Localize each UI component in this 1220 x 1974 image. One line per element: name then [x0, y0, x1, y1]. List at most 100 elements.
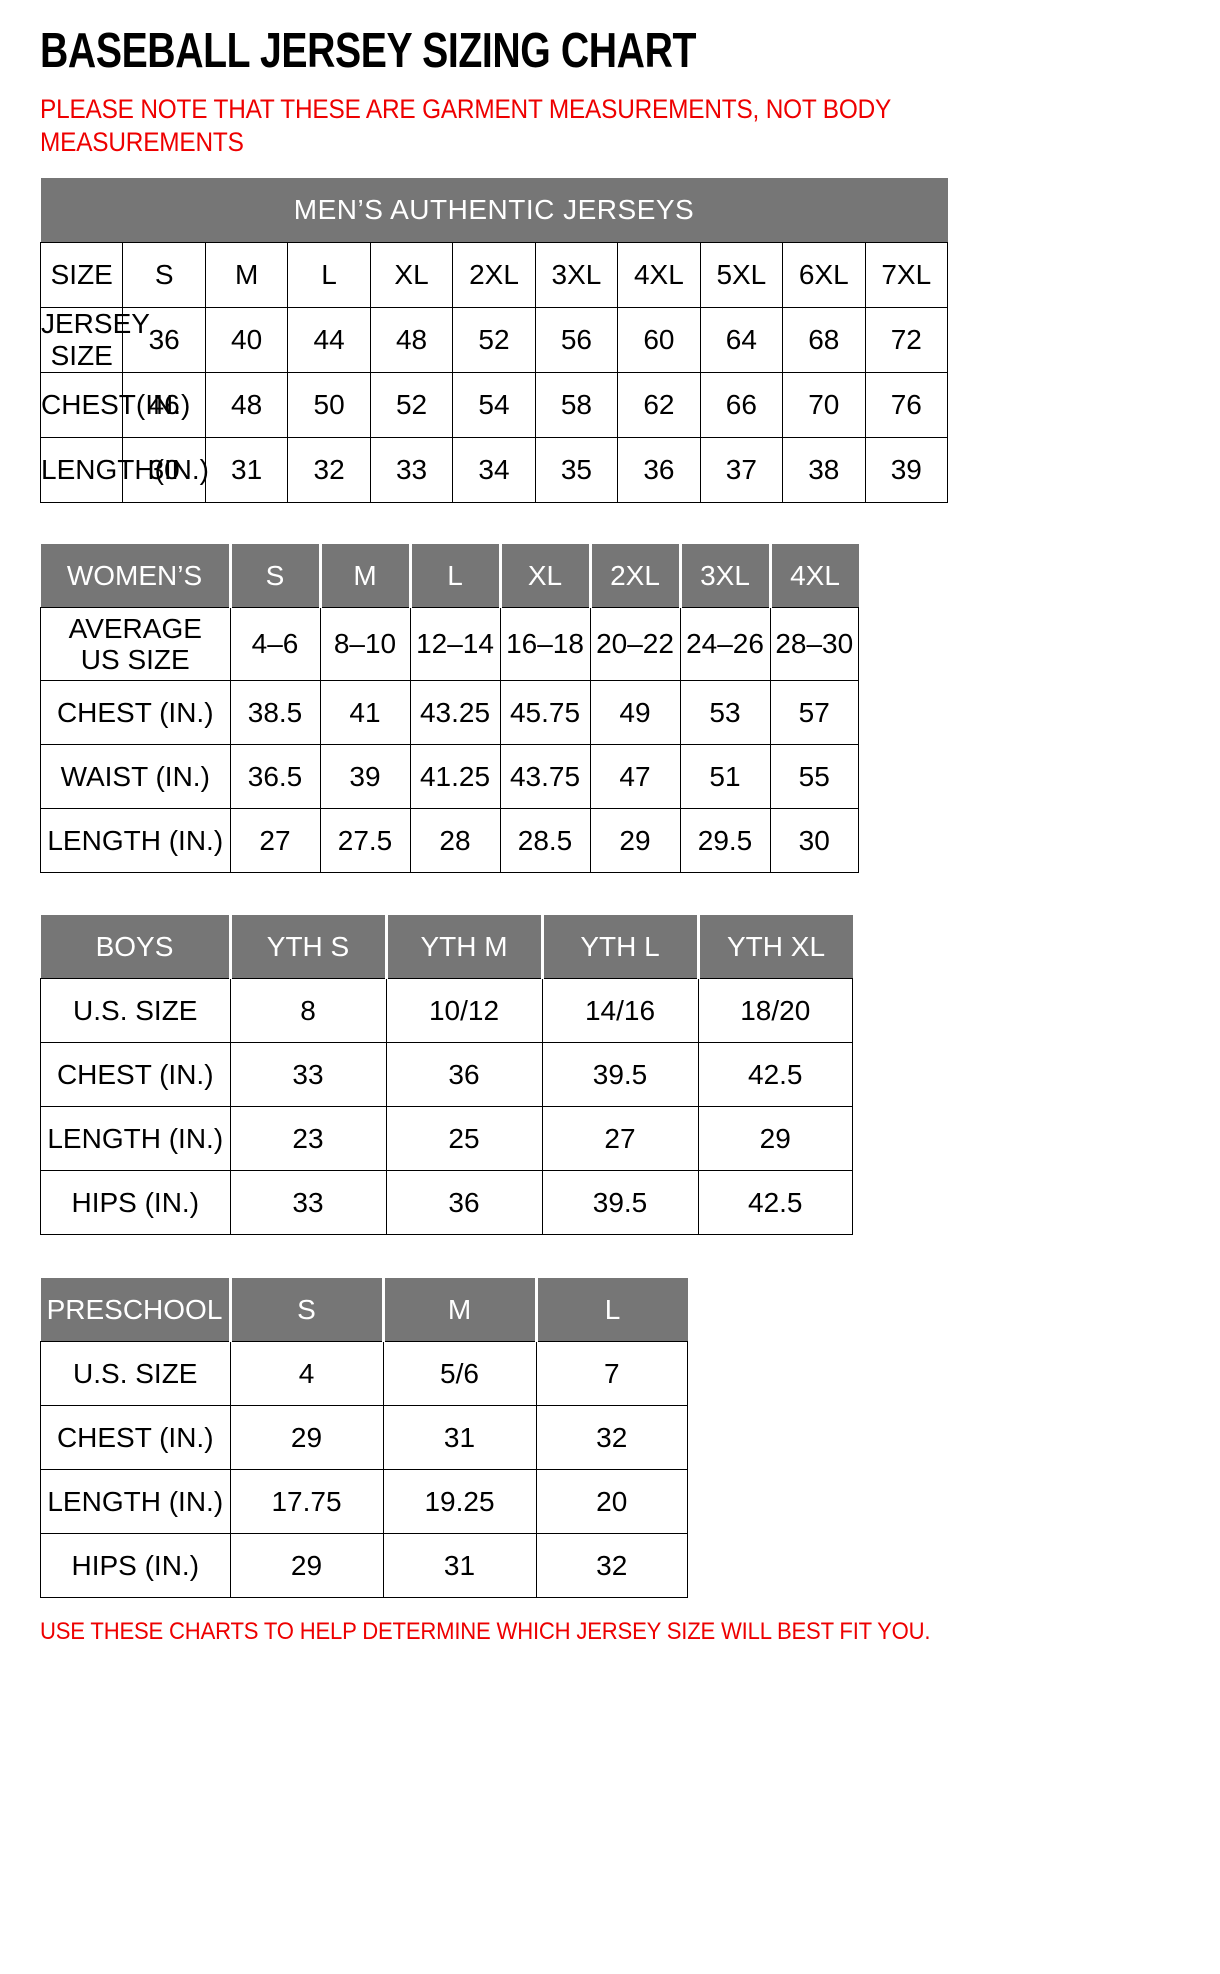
column-header-6xl: 6XL — [782, 242, 866, 309]
boys-sizing-table: BOYS YTH S YTH M YTH L YTH XL U.S. SIZE … — [40, 915, 853, 1236]
table-header-row: PRESCHOOL S M L — [40, 1278, 688, 1342]
table-cell: 31 — [382, 1533, 537, 1599]
table-cell: 33 — [229, 1170, 387, 1236]
table-cell: 46 — [122, 372, 206, 439]
column-header-yth-s: YTH S — [228, 915, 388, 979]
table-row: HIPS (IN.) 33 36 39.5 42.5 — [40, 1170, 853, 1236]
table-cell: 51 — [679, 744, 771, 810]
column-header-yth-xl: YTH XL — [696, 915, 853, 979]
table-cell: 32 — [535, 1533, 688, 1599]
table-cell: 39 — [864, 437, 949, 504]
column-header-4xl: 4XL — [768, 544, 859, 608]
column-header-3xl: 3XL — [678, 544, 772, 608]
table-row: U.S. SIZE 4 5/6 7 — [40, 1341, 688, 1407]
table-cell: 35 — [534, 437, 619, 504]
table-cell: 14/16 — [541, 978, 699, 1044]
row-label: HIPS (IN.) — [40, 1170, 231, 1236]
column-header-yth-m: YTH M — [384, 915, 544, 979]
table-cell: 48 — [369, 307, 454, 374]
table-cell: 20 — [535, 1469, 688, 1535]
table-cell: 60 — [617, 307, 701, 374]
row-label: JERSEY SIZE — [39, 307, 150, 374]
table-cell: 36 — [385, 1042, 543, 1108]
table-cell: 32 — [535, 1405, 688, 1471]
row-label: CHEST(IN.) — [39, 372, 190, 439]
table-header-row: SIZE S M L XL 2XL 3XL 4XL 5XL 6XL 7XL — [39, 242, 949, 309]
table-cell: 62 — [617, 372, 701, 439]
table-header-row: BOYS YTH S YTH M YTH L YTH XL — [40, 915, 853, 979]
row-label: AVERAGE US SIZE — [40, 607, 231, 682]
table-cell: 29 — [229, 1533, 384, 1599]
column-header-s: S — [228, 544, 322, 608]
table-cell: 39.5 — [541, 1042, 699, 1108]
table-cell: 36 — [617, 437, 701, 504]
column-header-l: L — [408, 544, 502, 608]
column-header-size: SIZE — [39, 242, 124, 309]
table-row: WAIST (IN.) 36.5 39 41.25 43.75 47 51 55 — [40, 744, 859, 810]
table-cell: 31 — [382, 1405, 537, 1471]
table-cell: 38 — [782, 437, 866, 504]
footer-note: USE THESE CHARTS TO HELP DETERMINE WHICH… — [40, 1618, 931, 1646]
table-cell: 5/6 — [382, 1341, 537, 1407]
column-header-m: M — [318, 544, 412, 608]
table-cell: 54 — [452, 372, 536, 439]
table-cell: 76 — [864, 372, 949, 439]
mens-sizing-table: MEN’S AUTHENTIC JERSEYS SIZE S M L XL 2X… — [39, 178, 949, 504]
table-cell: 43.25 — [409, 680, 501, 746]
table-cell: 29 — [697, 1106, 853, 1172]
garment-measurement-note: PLEASE NOTE THAT THESE ARE GARMENT MEASU… — [40, 93, 891, 158]
table-row: LENGTH (IN.) 27 27.5 28 28.5 29 29.5 30 — [40, 808, 859, 874]
table-row: CHEST (IN.) 38.5 41 43.25 45.75 49 53 57 — [40, 680, 859, 746]
row-label: CHEST (IN.) — [40, 680, 231, 746]
column-header-s: S — [122, 242, 206, 309]
table-row: LENGTH (IN.) 17.75 19.25 20 — [40, 1469, 688, 1535]
table-row: AVERAGE US SIZE 4–6 8–10 12–14 16–18 20–… — [40, 607, 859, 682]
table-cell: 16–18 — [499, 607, 591, 682]
column-header-m: M — [381, 1278, 538, 1342]
column-header-yth-l: YTH L — [540, 915, 700, 979]
column-header-s: S — [228, 1278, 385, 1342]
table-cell: 36.5 — [229, 744, 321, 810]
table-cell: 72 — [864, 307, 949, 374]
table-cell: 56 — [534, 307, 619, 374]
column-header-4xl: 4XL — [617, 242, 701, 309]
table-cell: 29 — [589, 808, 681, 874]
table-cell: 55 — [769, 744, 859, 810]
row-label: LENGTH (IN.) — [40, 808, 231, 874]
table-cell: 45.75 — [499, 680, 591, 746]
table-cell: 52 — [369, 372, 454, 439]
table-cell: 27.5 — [319, 808, 411, 874]
row-label: CHEST (IN.) — [40, 1042, 231, 1108]
table-cell: 28.5 — [499, 808, 591, 874]
column-header-m: M — [204, 242, 289, 309]
table-banner-row: MEN’S AUTHENTIC JERSEYS — [40, 178, 948, 243]
table-cell: 47 — [589, 744, 681, 810]
table-cell: 33 — [369, 437, 454, 504]
table-cell: 44 — [287, 307, 371, 374]
table-cell: 28 — [409, 808, 501, 874]
table-cell: 27 — [541, 1106, 699, 1172]
table-cell: 12–14 — [409, 607, 501, 682]
table-header-row: WOMEN’S S M L XL 2XL 3XL 4XL — [40, 544, 859, 608]
column-header-2xl: 2XL — [588, 544, 682, 608]
table-row: LENGTH(IN.) 30 31 32 33 34 35 36 37 38 3… — [39, 437, 949, 504]
table-cell: 34 — [452, 437, 536, 504]
table-cell: 33 — [229, 1042, 387, 1108]
table-cell: 29 — [229, 1405, 384, 1471]
table-cell: 70 — [782, 372, 866, 439]
preschool-header-label: PRESCHOOL — [40, 1278, 232, 1342]
table-row: JERSEY SIZE 36 40 44 48 52 56 60 64 68 7… — [39, 307, 949, 374]
table-cell: 48 — [204, 372, 289, 439]
table-cell: 32 — [287, 437, 371, 504]
table-cell: 8 — [229, 978, 387, 1044]
column-header-3xl: 3XL — [534, 242, 619, 309]
row-label: LENGTH(IN.) — [39, 437, 209, 504]
table-cell: 49 — [589, 680, 681, 746]
table-row: U.S. SIZE 8 10/12 14/16 18/20 — [40, 978, 853, 1044]
column-header-5xl: 5XL — [699, 242, 784, 309]
column-header-l: L — [534, 1278, 688, 1342]
table-cell: 30 — [769, 808, 859, 874]
mens-banner-label: MEN’S AUTHENTIC JERSEYS — [40, 178, 948, 243]
table-cell: 18/20 — [697, 978, 853, 1044]
